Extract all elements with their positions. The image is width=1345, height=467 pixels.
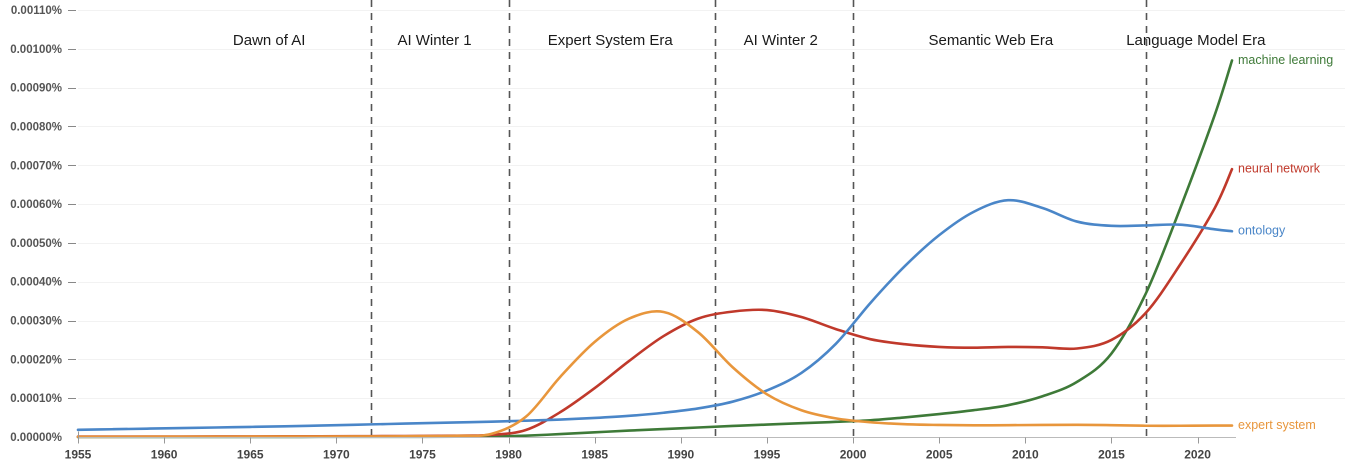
y-tick-label: 0.00050% — [10, 238, 62, 250]
era-label-semantic-web-era: Semantic Web Era — [928, 32, 1053, 49]
series-label-neural-network: neural network — [1238, 161, 1321, 175]
y-tick-label: 0.00030% — [10, 316, 62, 328]
x-tick-labels-group: 1955 1960 1965 1970 1975 1980 1985 1990 1995 2000… — [65, 448, 1212, 462]
series-line-ontology — [76, 198, 1234, 432]
x-tick-label: 1955 — [65, 448, 92, 462]
series-labels-group: machine learning neural network ontology ex… — [1238, 53, 1333, 432]
x-tick-label: 1965 — [237, 448, 264, 462]
axes-group — [78, 431, 1236, 444]
era-label-language-model-era: Language Model Era — [1126, 32, 1266, 49]
gridlines-group — [78, 10, 1345, 399]
era-label-expert-system-era: Expert System Era — [548, 32, 674, 49]
x-tick-label: 1975 — [409, 448, 436, 462]
series-group — [76, 59, 1234, 439]
y-tick-label: 0.00110% — [11, 5, 62, 17]
y-tick-labels-group: 0.00000% 0.00010% 0.00020% 0.00030% 0.00040%… — [10, 5, 76, 444]
series-line-expert-system — [76, 310, 1234, 439]
era-label-ai-winter-1: AI Winter 1 — [397, 32, 471, 49]
y-tick-label: 0.00090% — [10, 83, 62, 95]
x-tick-label: 2015 — [1098, 448, 1125, 462]
series-label-expert-system: expert system — [1238, 418, 1316, 432]
era-labels-group: Dawn of AI AI Winter 1 Expert System Era AI… — [233, 32, 1266, 49]
series-line-neural-network — [76, 167, 1234, 438]
x-tick-label: 2010 — [1012, 448, 1039, 462]
series-line-machine-learning — [76, 59, 1234, 439]
x-tick-label: 2000 — [840, 448, 867, 462]
y-tick-label: 0.00060% — [10, 199, 62, 211]
era-label-dawn-of-ai: Dawn of AI — [233, 32, 306, 49]
era-label-ai-winter-2: AI Winter 2 — [744, 32, 818, 49]
y-tick-label: 0.00070% — [10, 160, 62, 172]
x-tick-label: 1985 — [581, 448, 608, 462]
x-tick-label: 1990 — [667, 448, 694, 462]
x-tick-label: 1960 — [151, 448, 178, 462]
y-tick-label: 0.00010% — [10, 393, 62, 405]
x-tick-label: 2020 — [1184, 448, 1211, 462]
x-tick-label: 1995 — [754, 448, 781, 462]
y-tick-label: 0.00020% — [10, 354, 62, 366]
x-tick-label: 2005 — [926, 448, 953, 462]
y-tick-label: 0.00040% — [10, 277, 62, 289]
y-tick-label: 0.00100% — [10, 44, 62, 56]
series-label-ontology: ontology — [1238, 224, 1286, 238]
x-tick-label: 1980 — [495, 448, 522, 462]
y-tick-label: 0.00080% — [10, 121, 62, 133]
x-tick-label: 1970 — [323, 448, 350, 462]
era-dividers-group — [370, 0, 1148, 437]
series-label-machine-learning: machine learning — [1238, 53, 1333, 67]
y-tick-label: 0.00000% — [10, 432, 62, 444]
